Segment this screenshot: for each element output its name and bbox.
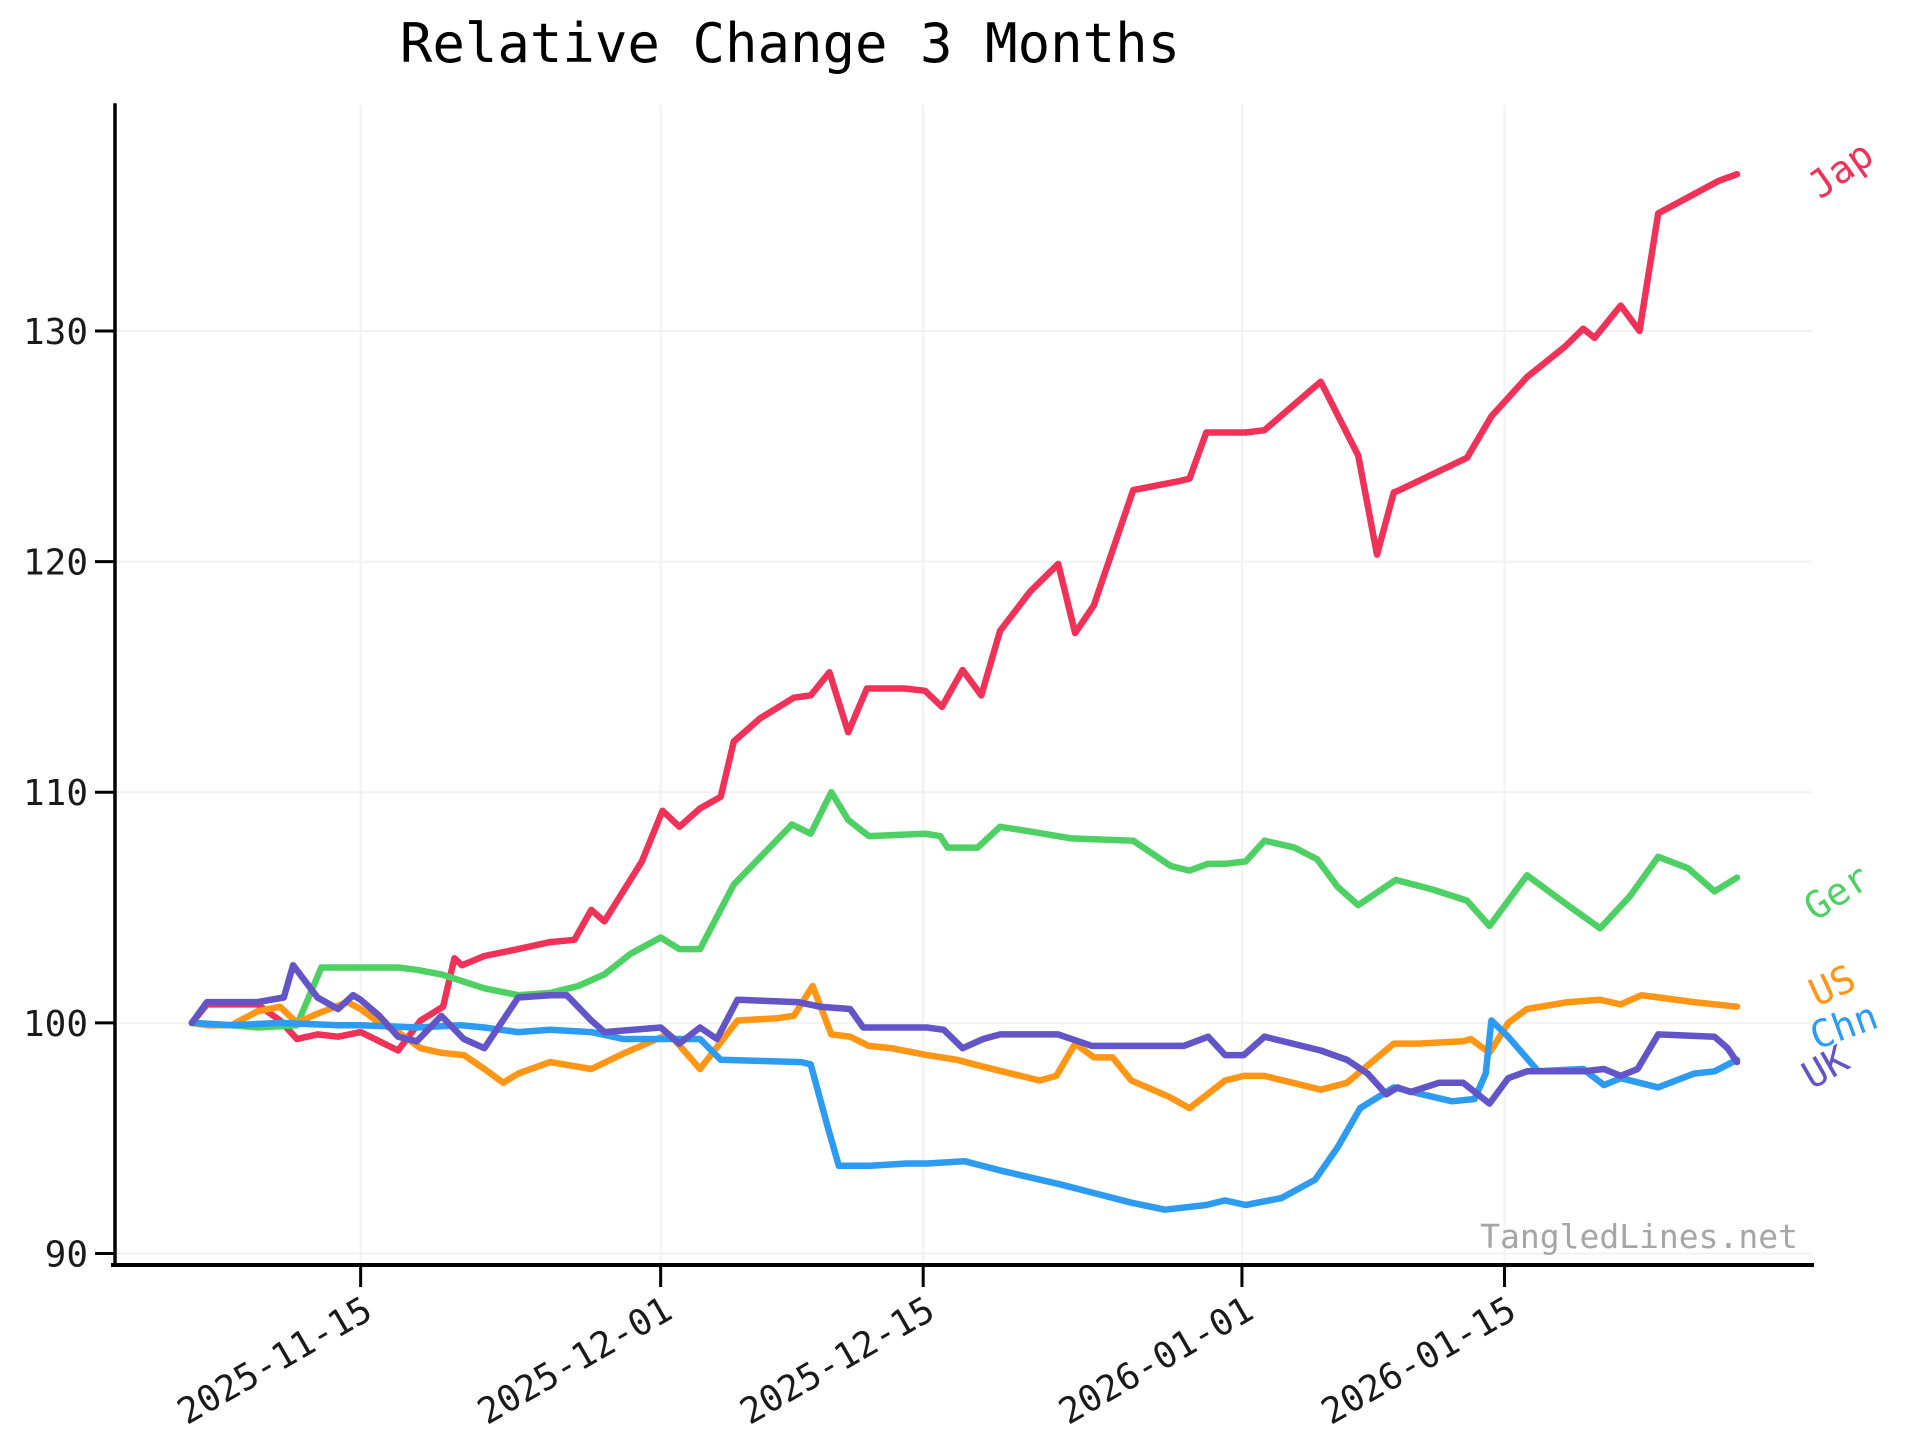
watermark: TangledLines.net: [1480, 1217, 1798, 1256]
y-tick-label-120: 120: [23, 543, 88, 584]
series-line-ger: [188, 788, 1741, 1031]
series-line-uk: [188, 961, 1741, 1107]
series-line-jap: [188, 170, 1741, 1054]
y-tick-label-90: 90: [45, 1234, 88, 1275]
axes: [95, 103, 1814, 1287]
gridlines: [115, 105, 1812, 1265]
series-lines: [188, 170, 1741, 1213]
y-tick-label-100: 100: [23, 1004, 88, 1045]
series-line-chn: [188, 1017, 1741, 1213]
y-tick-label-110: 110: [23, 773, 88, 814]
chart-title: Relative Change 3 Months: [400, 12, 1180, 75]
y-tick-label-130: 130: [23, 312, 88, 353]
